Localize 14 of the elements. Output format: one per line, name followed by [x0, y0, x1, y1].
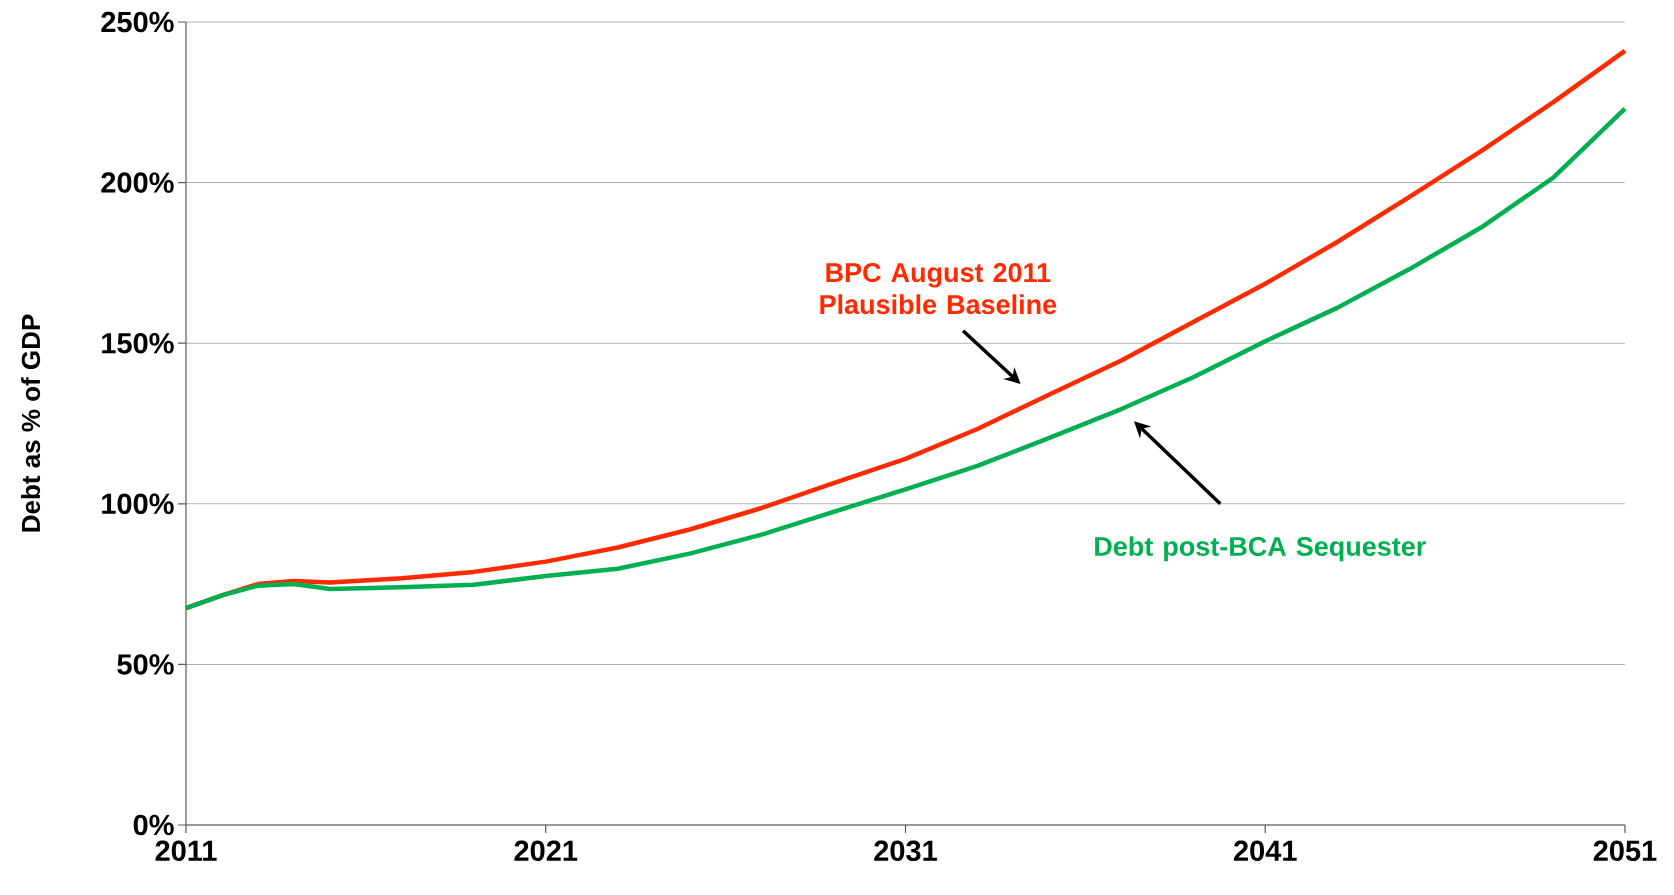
y-axis-title: Debt as % of GDP: [21, 314, 41, 532]
x-tick-label: 2031: [874, 840, 937, 862]
text: Debt post-BCA Sequester: [1095, 536, 1426, 562]
y-tick-label: 250%: [101, 11, 174, 33]
y-tick-label: 0%: [133, 814, 174, 836]
y-tick-label: 200%: [101, 172, 174, 193]
x-tick-label: 2041: [1233, 840, 1297, 862]
x-tick-label: 2051: [1593, 840, 1657, 862]
y-tick-label: 50%: [117, 654, 174, 675]
x-tick-label: 2021: [514, 840, 578, 862]
y-tick-label: 100%: [102, 493, 174, 515]
y-tick-label: 150%: [102, 332, 174, 354]
x-tick-label: 2011: [155, 840, 217, 862]
text: BPC August 2011 Plausible Baseline: [820, 263, 1057, 315]
